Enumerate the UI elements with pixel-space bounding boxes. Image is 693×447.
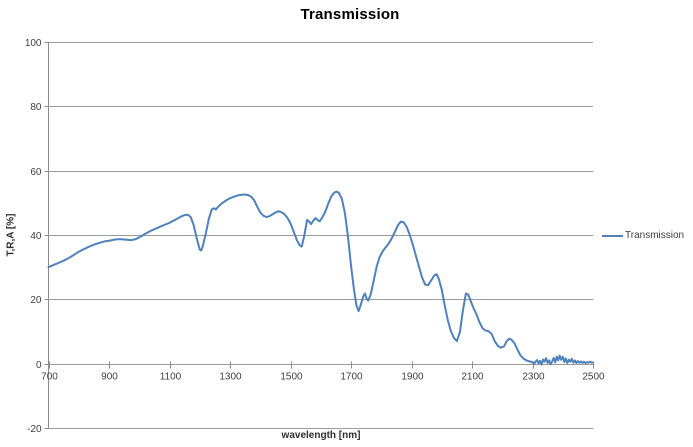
x-tick-label: 900 bbox=[101, 372, 118, 383]
y-tick-label: 20 bbox=[30, 295, 42, 306]
y-tick-label: 80 bbox=[30, 102, 42, 113]
y-tick-label: 60 bbox=[30, 167, 42, 178]
x-tick-label: 1500 bbox=[280, 372, 303, 383]
x-tick-label: 1100 bbox=[160, 372, 182, 383]
y-tick-label: 100 bbox=[25, 38, 42, 49]
y-tick-label: 0 bbox=[36, 360, 42, 371]
x-tick-label: 2300 bbox=[522, 372, 545, 383]
x-tick-label: 2500 bbox=[582, 372, 605, 383]
x-tick-label: 1700 bbox=[340, 372, 363, 383]
y-tick-label: 40 bbox=[30, 231, 42, 242]
chart-title: Transmission bbox=[300, 6, 400, 23]
x-tick-label: 1300 bbox=[219, 372, 242, 383]
y-tick-label: -20 bbox=[27, 424, 42, 435]
x-tick-label: 1900 bbox=[401, 372, 424, 383]
x-tick-label: 700 bbox=[41, 372, 58, 383]
series-line-transmission bbox=[47, 190, 594, 366]
legend-line-swatch bbox=[602, 234, 623, 237]
x-axis-label: wavelength [nm] bbox=[281, 430, 361, 441]
legend: Transmission bbox=[602, 230, 684, 241]
x-tick-label: 2100 bbox=[461, 372, 484, 383]
legend-label: Transmission bbox=[625, 230, 685, 241]
